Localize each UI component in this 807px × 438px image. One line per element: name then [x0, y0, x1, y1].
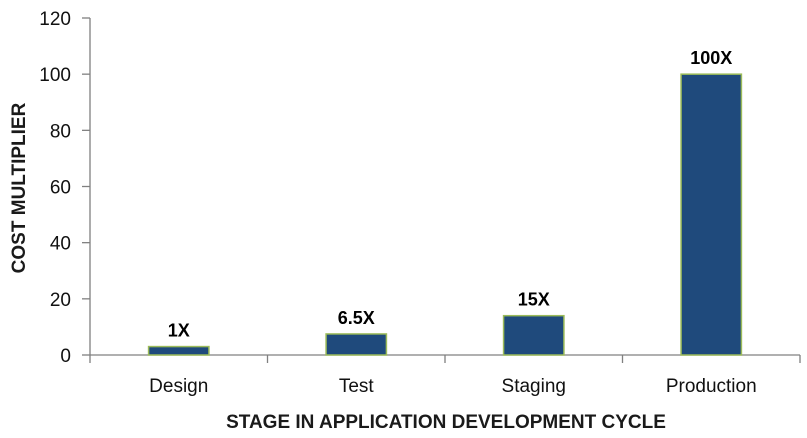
y-axis: 0 20 40 60 80 100 120: [39, 9, 91, 367]
x-tick-label: Staging: [502, 376, 566, 397]
bar-production: [680, 73, 743, 356]
y-tick-label: 40: [50, 234, 71, 255]
bars: [147, 73, 743, 356]
data-labels: 1X 6.5X 15X 100X: [168, 48, 733, 340]
y-tick-label: 80: [50, 121, 71, 142]
x-tick-label: Test: [339, 376, 375, 397]
bar-design: [147, 345, 210, 356]
y-tick-label: 60: [50, 178, 71, 199]
y-tick-label: 0: [60, 346, 71, 367]
x-tick-label: Design: [149, 376, 208, 397]
x-tick-label: Production: [666, 376, 757, 397]
data-label: 1X: [168, 321, 190, 341]
y-axis-title: COST MULTIPLIER: [9, 102, 30, 273]
x-axis-title: STAGE IN APPLICATION DEVELOPMENT CYCLE: [226, 412, 666, 433]
y-tick-label: 20: [50, 290, 71, 311]
y-tick-label: 120: [39, 9, 71, 30]
data-label: 100X: [690, 48, 732, 68]
data-label: 6.5X: [338, 308, 375, 328]
x-axis: Design Test Staging Production: [89, 354, 801, 397]
bar-staging: [502, 314, 565, 356]
data-label: 15X: [518, 290, 550, 310]
bar-test: [325, 333, 388, 356]
y-tick-label: 100: [39, 65, 71, 86]
